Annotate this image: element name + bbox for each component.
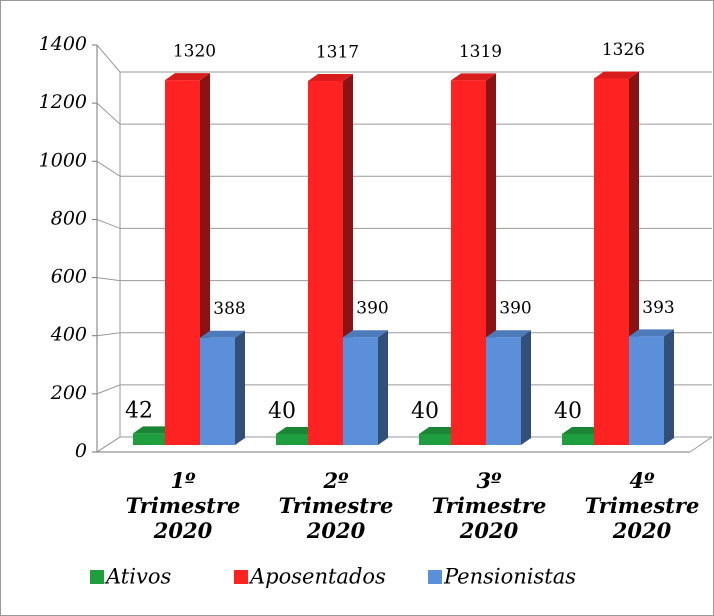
value-label: 1319 [459,42,502,62]
bar-top [308,73,353,81]
legend-swatch [90,570,104,584]
legend-swatch [234,570,248,584]
bar [629,329,674,445]
value-label: 393 [642,298,674,318]
bar-front [308,80,343,445]
legend-label: Aposentados [248,565,386,589]
x-tick-label: 1º Trimestre 2020 [125,468,241,543]
y-tick-label: 0 [75,440,87,462]
bar-top [165,73,210,81]
bar-top [276,426,318,434]
value-label: 390 [356,299,388,319]
bar-front [562,433,594,445]
bar-top [486,330,531,338]
bar-top [629,329,674,337]
grid-line [96,160,712,177]
floor-right [689,436,713,453]
bar-front [276,433,308,445]
x-tick-label: 3º Trimestre 2020 [431,468,547,543]
y-tick-label: 1400 [39,33,87,55]
bar-front [165,80,200,445]
value-label: 42 [125,398,153,423]
y-tick-label: 600 [51,266,87,288]
bar-top [133,426,175,434]
value-label: 1317 [316,42,359,62]
value-label: 40 [411,399,439,424]
value-label: 1326 [602,40,645,60]
x-tick-label: 4º Trimestre 2020 [584,468,700,543]
bar-front [594,78,629,445]
bar-side [235,330,245,445]
legend-swatch [428,570,442,584]
y-tick-label: 1000 [39,149,87,171]
grid-line [96,44,712,73]
value-label: 40 [554,399,582,424]
grid-line [96,102,712,125]
x-tick-label: 2º Trimestre 2020 [278,468,394,543]
bar-front [133,433,165,445]
legend-label: Ativos [104,565,171,589]
bar-front [343,337,378,445]
bar [486,330,531,445]
legend-label: Pensionistas [443,565,576,589]
bar-front [486,337,521,445]
y-tick-label: 400 [50,324,87,346]
bar-top [343,330,388,338]
bar [200,330,245,445]
value-label: 388 [213,299,245,319]
y-tick-label: 800 [51,207,87,229]
bar-top [594,71,639,79]
grid-line [96,277,712,282]
grid-line [96,218,712,229]
value-label: 40 [268,399,296,424]
bar-front [629,336,664,445]
bar-side [664,329,674,445]
bar-top [200,330,245,338]
bar-top [419,426,461,434]
bar-top [562,426,604,434]
y-tick-label: 1200 [39,91,87,113]
value-label: 390 [499,299,531,319]
bar-side [521,330,531,445]
bar-front [451,80,486,445]
bar-top [451,73,496,81]
bar-front [200,337,235,445]
value-label: 1320 [173,42,216,62]
bar-front [419,433,451,445]
y-tick-label: 200 [50,382,87,404]
bar [343,330,388,445]
bar-side [378,330,388,445]
